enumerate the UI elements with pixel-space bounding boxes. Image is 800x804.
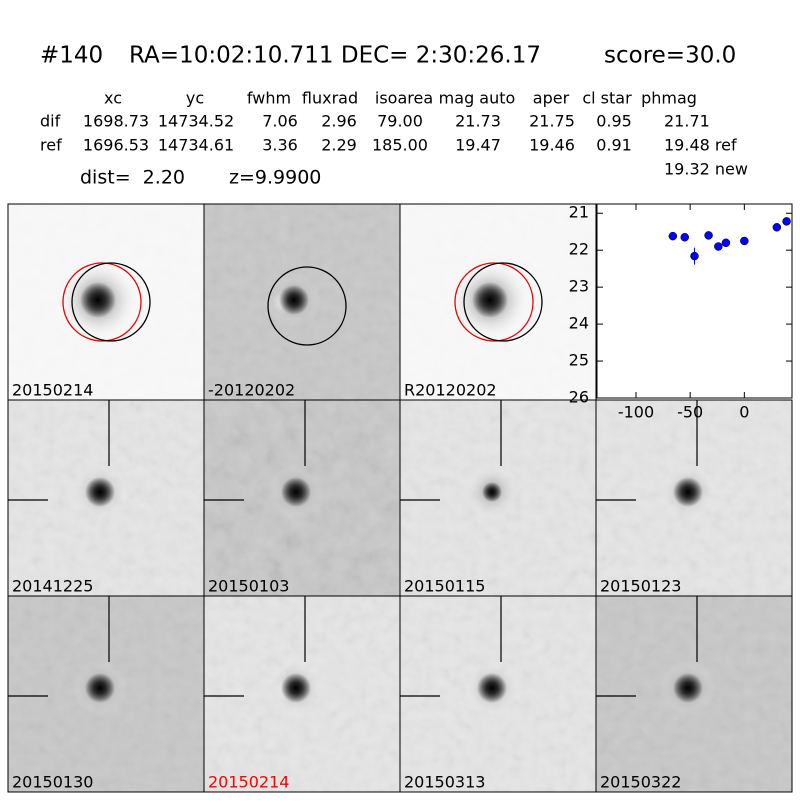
cell: 79.00 (377, 112, 423, 131)
panel-label: 20150214 (208, 773, 289, 792)
panel-label: 20150130 (12, 773, 93, 792)
plot-background (596, 203, 793, 399)
source (472, 282, 508, 318)
row-label: ref (40, 136, 62, 155)
new-circle (463, 262, 543, 342)
panel-label: -20120202 (208, 381, 295, 400)
cell: 14734.52 (158, 112, 234, 131)
cell: 1696.53 (83, 136, 149, 155)
x-tick-label: 0 (739, 403, 749, 422)
data-point (690, 251, 699, 261)
image-panel: 20150214 (7, 203, 205, 401)
y-tick-label: 22 (569, 240, 589, 259)
cell: 19.47 (455, 136, 501, 155)
panel-label: R20120202 (404, 381, 497, 400)
data-point (740, 236, 749, 246)
image-panel: 20141225 (7, 399, 205, 597)
column-header: fwhm (247, 89, 291, 108)
image-panel: -20120202 (203, 203, 401, 401)
image-panel: 20150313 (399, 595, 597, 793)
row-label: dif (40, 112, 61, 131)
cell: 21.73 (455, 112, 501, 131)
source (673, 673, 703, 703)
column-header: isoarea (375, 89, 433, 108)
panel-label: 20150214 (12, 381, 93, 400)
ref-circle (62, 262, 142, 342)
new-circle (267, 266, 347, 346)
panel-label: 20150322 (600, 773, 681, 792)
column-header: phmag (641, 89, 697, 108)
column-header: aper (533, 89, 570, 108)
cell: 21.71 (664, 112, 710, 131)
image-panel: 20150115 (399, 399, 597, 597)
source (673, 477, 703, 507)
cell: 2.29 (321, 136, 357, 155)
candidate-id: #140 (40, 43, 103, 69)
redshift: z=9.9900 (229, 167, 321, 189)
x-tick-label: -50 (677, 403, 703, 422)
data-point (782, 217, 791, 226)
source (85, 673, 115, 703)
ref-circle (454, 262, 534, 342)
image-panel: 20150322 (595, 595, 793, 793)
data-point (772, 223, 782, 232)
column-header: yc (186, 89, 204, 108)
cell: 0.95 (596, 112, 632, 131)
cell: 3.36 (262, 136, 298, 155)
data-point (714, 242, 723, 251)
y-tick-label: 23 (569, 277, 589, 296)
score: score=30.0 (604, 43, 736, 69)
panel-label: 20150103 (208, 577, 289, 596)
data-point (721, 238, 731, 248)
source (281, 673, 311, 703)
source (477, 673, 507, 703)
column-header: cl star (582, 89, 632, 108)
y-tick-label: 24 (569, 314, 589, 333)
data-point (680, 233, 689, 242)
cell: 19.32 new (664, 160, 748, 179)
x-tick-label: -100 (618, 403, 654, 422)
column-header: fluxrad (302, 89, 358, 108)
source (281, 477, 311, 507)
dist: dist= 2.20 (80, 167, 185, 189)
source (80, 282, 116, 318)
image-panel: 20150123 (595, 399, 793, 597)
image-panel: 20150103 (203, 399, 401, 597)
cell: 21.75 (529, 112, 575, 131)
source (279, 285, 309, 315)
source (482, 482, 502, 502)
column-header: xc (104, 89, 122, 108)
image-panel: R20120202 (399, 203, 597, 401)
cell: 19.48 ref (664, 136, 737, 155)
cell: 19.46 (529, 136, 575, 155)
panel-border (595, 595, 793, 793)
cell: 7.06 (262, 112, 298, 131)
image-panel: 20150130 (7, 595, 205, 793)
cell: 1698.73 (83, 112, 149, 131)
source (85, 477, 115, 507)
image-panel: 20150214 (203, 595, 401, 793)
panel-label: 20150123 (600, 577, 681, 596)
data-point (704, 231, 713, 240)
cell: 2.96 (321, 112, 357, 131)
new-circle (71, 262, 151, 342)
column-header: mag auto (439, 89, 516, 108)
cell: 14734.61 (158, 136, 234, 155)
cell: 185.00 (372, 136, 428, 155)
panel-label: 20150115 (404, 577, 485, 596)
y-tick-label: 25 (569, 351, 589, 370)
panel-label: 20141225 (12, 577, 93, 596)
coordinates: RA=10:02:10.711 DEC= 2:30:26.17 (129, 43, 541, 69)
y-tick-label: 26 (569, 388, 589, 407)
cell: 0.91 (596, 136, 632, 155)
y-tick-label: 21 (569, 203, 589, 222)
data-point (668, 231, 678, 241)
panel-label: 20150313 (404, 773, 485, 792)
